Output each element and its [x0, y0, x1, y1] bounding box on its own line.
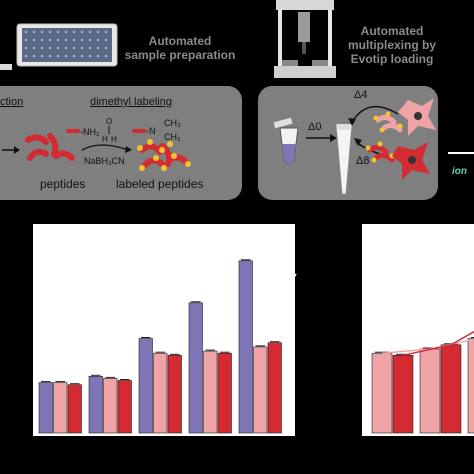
- chart-1-bar: [167, 355, 182, 434]
- cell-icon-dark: [392, 142, 430, 180]
- ch3-bottom: CH₃: [164, 132, 181, 142]
- svg-text:-N: -N: [146, 126, 156, 136]
- chart-2-bar: [371, 352, 393, 434]
- chart-1-bar: [53, 382, 68, 434]
- amine-text: -NH₂: [80, 127, 100, 137]
- chart-1-bar: [217, 352, 232, 434]
- step1-line2: sample preparation: [124, 48, 236, 62]
- chart-1-bar: [38, 382, 53, 434]
- sample-tube-icon: [273, 117, 299, 165]
- ch3-top: CH₃: [164, 118, 181, 128]
- step2-line2: multiplexing by: [347, 38, 436, 52]
- labeled-peptide-group-icon: [137, 139, 191, 171]
- chart-1-bar: [103, 378, 118, 434]
- step1-label: Automated sample preparation: [110, 34, 250, 62]
- reagent-text: NaBH₃CN: [84, 156, 125, 166]
- chart-1-bar: [188, 302, 203, 434]
- robot-image: [272, 0, 338, 80]
- arrow-right-icon: [448, 152, 474, 154]
- delta4-label: Δ4: [354, 89, 367, 101]
- svg-text:H: H: [111, 135, 117, 144]
- peptides-label: peptides: [40, 177, 86, 191]
- evotip-icon: [335, 123, 353, 195]
- ionopticks-text: ion: [452, 166, 467, 177]
- heavy-labeled-peptides-icon: [365, 141, 395, 163]
- digestion-label: ction: [0, 96, 24, 108]
- chart-2-bar: [419, 348, 441, 434]
- chart-1-bar: [153, 352, 168, 434]
- delta8-label: Δ8: [356, 155, 369, 167]
- chart-1-bar: [88, 376, 103, 434]
- peptide-group-icon: [25, 133, 75, 161]
- labeling-panel: [0, 86, 242, 200]
- chart-1: [33, 224, 295, 436]
- chart-2-bar: [467, 338, 474, 434]
- delta0-label: Δ0: [308, 121, 321, 133]
- multiplexing-scheme: Δ0 Δ4 Δ8: [273, 89, 436, 195]
- light-labeled-peptides-icon: [373, 111, 403, 133]
- cell-icon-light: [398, 98, 436, 136]
- chart-1-bar: [253, 346, 268, 434]
- chart-2: [362, 224, 474, 436]
- chart-1-bar: [267, 342, 282, 434]
- left-edge-mark: [0, 64, 12, 70]
- dimethyl-labeling-label: dimethyl labeling: [90, 96, 172, 108]
- labeled-peptides-label: labeled peptides: [116, 177, 204, 191]
- chart-1-bar: [203, 350, 218, 434]
- chart-1-bar: [238, 260, 253, 434]
- svg-text:O: O: [106, 117, 112, 126]
- svg-text:H: H: [102, 135, 108, 144]
- step2-line1: Automated: [360, 24, 424, 38]
- step1-line1: Automated: [148, 34, 212, 48]
- well-plate-image: [14, 14, 120, 70]
- chart-2-trend-line: [402, 330, 474, 357]
- break-marker-icon: [288, 273, 297, 287]
- step2-line3: Evotip loading: [350, 52, 434, 66]
- arrow-right-icon: [2, 146, 20, 154]
- labeling-scheme: -NH₂ O H H NaBH₃CN -N CH₃ CH₃: [2, 117, 191, 171]
- formaldehyde-icon: O H H: [102, 117, 117, 144]
- chart-1-bar: [117, 380, 132, 434]
- chart-1-bar: [138, 338, 153, 434]
- reaction-arrow-icon: [81, 144, 132, 153]
- chart-2-bar: [392, 355, 414, 434]
- step2-label: Automated multiplexing by Evotip loading: [332, 24, 452, 66]
- chart-1-bar: [67, 384, 82, 434]
- chart-2-bar: [440, 344, 462, 434]
